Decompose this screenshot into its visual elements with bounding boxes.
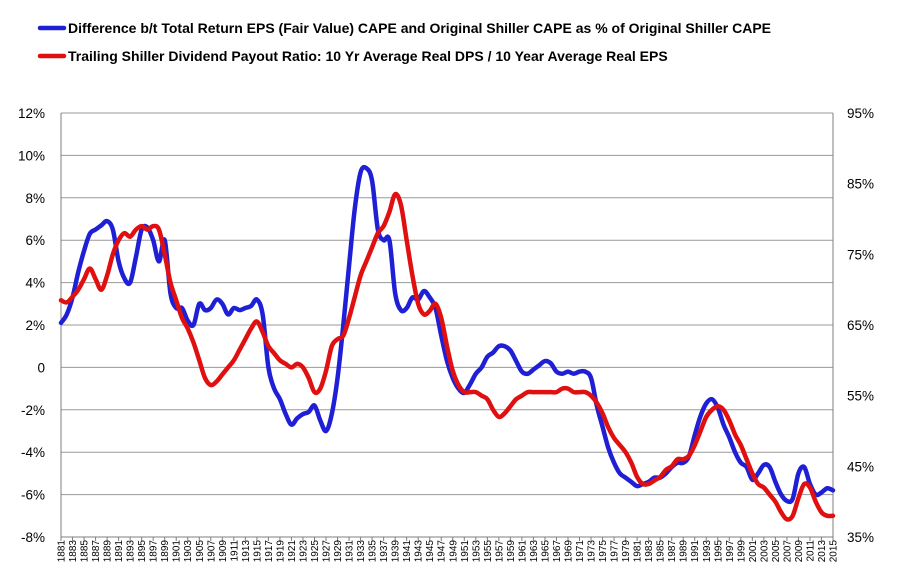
x-tick-label: 1885 (80, 540, 91, 563)
x-tick-label: 2009 (794, 540, 805, 563)
x-tick-label: 1883 (68, 540, 79, 563)
y-left-tick-label: 12% (18, 106, 45, 121)
y-left-tick-label: -2% (21, 403, 45, 418)
x-tick-label: 1951 (460, 540, 471, 563)
x-tick-label: 1957 (494, 540, 505, 563)
y-left-tick-label: 10% (18, 148, 45, 163)
x-tick-label: 1931 (345, 540, 356, 563)
x-tick-label: 1983 (644, 540, 655, 563)
series-line-payout-ratio (58, 191, 836, 522)
y-right-tick-label: 95% (847, 106, 874, 121)
y-right-tick-label: 85% (847, 177, 874, 192)
x-tick-label: 1911 (229, 540, 240, 562)
legend: Difference b/t Total Return EPS (Fair Va… (37, 20, 771, 64)
x-tick-label: 1929 (333, 540, 344, 563)
x-tick-label: 2007 (782, 540, 793, 563)
x-tick-label: 1899 (160, 540, 171, 563)
x-tick-label: 1891 (114, 540, 125, 563)
x-tick-label: 1955 (483, 540, 494, 563)
x-tick-label: 1933 (356, 540, 367, 563)
x-tick-label: 1959 (506, 540, 517, 563)
x-tick-label: 1893 (126, 540, 137, 563)
x-tick-label: 1945 (425, 540, 436, 563)
x-tick-label: 1991 (690, 540, 701, 563)
legend-label-cape-difference: Difference b/t Total Return EPS (Fair Va… (68, 20, 771, 36)
x-tick-label: 1947 (437, 540, 448, 563)
x-tick-label: 1987 (667, 540, 678, 563)
x-tick-label: 2013 (817, 540, 828, 563)
x-tick-label: 1971 (575, 540, 586, 563)
legend-label-payout-ratio: Trailing Shiller Dividend Payout Ratio: … (68, 48, 668, 64)
x-tick-label: 1921 (287, 540, 298, 563)
x-tick-label: 1973 (587, 540, 598, 563)
y-right-tick-label: 55% (847, 389, 874, 404)
x-tick-label: 1979 (621, 540, 632, 563)
x-tick-label: 2015 (829, 540, 840, 563)
x-tick-label: 2005 (771, 540, 782, 563)
x-tick-label: 1937 (379, 540, 390, 563)
x-tick-label: 1943 (414, 540, 425, 563)
x-tick-label: 1949 (448, 540, 459, 563)
x-tick-label: 1901 (172, 540, 183, 563)
x-tick-label: 1975 (598, 540, 609, 563)
x-tick-label: 1995 (713, 540, 724, 563)
x-tick-label: 1981 (633, 540, 644, 563)
x-tick-label: 1953 (471, 540, 482, 563)
x-tick-label: 1919 (275, 540, 286, 563)
y-left-tick-label: -4% (21, 445, 45, 460)
y-left-tick-label: 6% (25, 233, 45, 248)
x-tick-label: 1989 (679, 540, 690, 563)
x-tick-label: 1969 (563, 540, 574, 563)
x-tick-label: 1961 (517, 540, 528, 563)
x-tick-label: 1977 (610, 540, 621, 563)
x-tick-label: 1923 (298, 540, 309, 563)
x-tick-label: 1907 (206, 540, 217, 563)
y-right-tick-label: 35% (847, 530, 874, 545)
x-tick-label: 1881 (57, 540, 68, 563)
x-tick-label: 1895 (137, 540, 148, 563)
axes: 12% 10% 8% 6% 4% 2% 0 -2% -4% -6% -8% 95% 85% 75% 65% 5… (18, 106, 874, 562)
series-lines (58, 164, 836, 522)
x-tick-label: 1927 (322, 540, 333, 563)
x-tick-label: 1935 (368, 540, 379, 563)
x-tick-label: 1993 (702, 540, 713, 563)
x-tick-label: 2003 (759, 540, 770, 563)
y-right-tick-label: 75% (847, 247, 874, 262)
x-tick-label: 1913 (241, 540, 252, 563)
x-tick-label: 1985 (656, 540, 667, 563)
x-tick-label: 1889 (103, 540, 114, 563)
x-tick-label: 2011 (805, 540, 816, 562)
y-left-tick-label: -8% (21, 530, 45, 545)
y-right-tick-label: 65% (847, 318, 874, 333)
y-left-tick-label: -6% (21, 488, 45, 503)
x-tick-label: 1967 (552, 540, 563, 563)
gridlines (61, 112, 833, 538)
x-tick-label: 1939 (391, 540, 402, 563)
x-tick-label: 1897 (149, 540, 160, 563)
y-left-tick-label: 2% (25, 318, 45, 333)
x-tick-label: 1903 (183, 540, 194, 563)
y-left-tick-label: 4% (25, 276, 45, 291)
x-tick-label: 1887 (91, 540, 102, 563)
x-tick-label: 2001 (748, 540, 759, 563)
series-line-cape-difference (58, 164, 836, 505)
x-tick-label: 1917 (264, 540, 275, 563)
x-tick-label: 1915 (252, 540, 263, 563)
x-tick-label: 1941 (402, 540, 413, 563)
x-tick-label: 1909 (218, 540, 229, 563)
x-tick-label: 1999 (736, 540, 747, 563)
y-right-tick-label: 45% (847, 459, 874, 474)
y-left-tick-label: 0 (37, 360, 45, 375)
x-tick-label: 1925 (310, 540, 321, 563)
x-tick-label: 1965 (540, 540, 551, 563)
x-tick-label: 1963 (529, 540, 540, 563)
x-tick-label: 1905 (195, 540, 206, 563)
x-tick-label: 1997 (725, 540, 736, 563)
y-left-tick-label: 8% (25, 191, 45, 206)
